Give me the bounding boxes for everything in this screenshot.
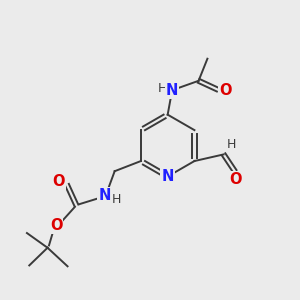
Text: H: H — [112, 193, 121, 206]
Text: H: H — [227, 139, 236, 152]
Text: N: N — [98, 188, 110, 203]
Text: O: O — [219, 83, 232, 98]
Text: N: N — [161, 169, 174, 184]
Text: O: O — [229, 172, 242, 187]
Text: O: O — [52, 174, 65, 189]
Text: O: O — [50, 218, 63, 233]
Text: N: N — [166, 83, 178, 98]
Text: H: H — [158, 82, 167, 95]
